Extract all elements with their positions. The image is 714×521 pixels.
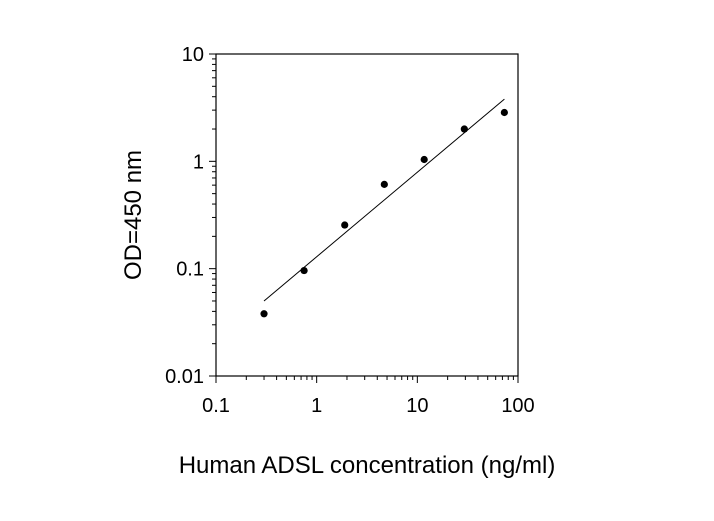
data-point	[500, 108, 508, 117]
data-point	[460, 125, 468, 133]
axis-tick-labels: 0.1 1 10 100 0.01 0.1 1 10	[165, 44, 535, 417]
data-point	[380, 180, 388, 188]
data-point	[260, 310, 268, 318]
axis-ticks	[209, 53, 519, 383]
x-tick-label: 0.1	[202, 395, 230, 417]
x-axis-title: Human ADSL concentration (ng/ml)	[179, 452, 556, 479]
data-points	[260, 108, 508, 318]
y-tick-label: 0.1	[176, 259, 204, 281]
y-axis-title: OD=450 nm	[120, 150, 147, 280]
data-point	[420, 155, 428, 164]
x-tick-label: 1	[311, 395, 322, 417]
y-tick-label: 1	[193, 151, 204, 173]
y-tick-label: 10	[182, 44, 204, 66]
data-point	[341, 221, 349, 229]
fit-line	[263, 98, 505, 302]
data-point	[300, 266, 308, 275]
x-tick-label: 10	[406, 395, 428, 417]
x-tick-label: 100	[501, 395, 534, 417]
plot-frame	[215, 53, 519, 377]
y-tick-label: 0.01	[165, 366, 204, 388]
